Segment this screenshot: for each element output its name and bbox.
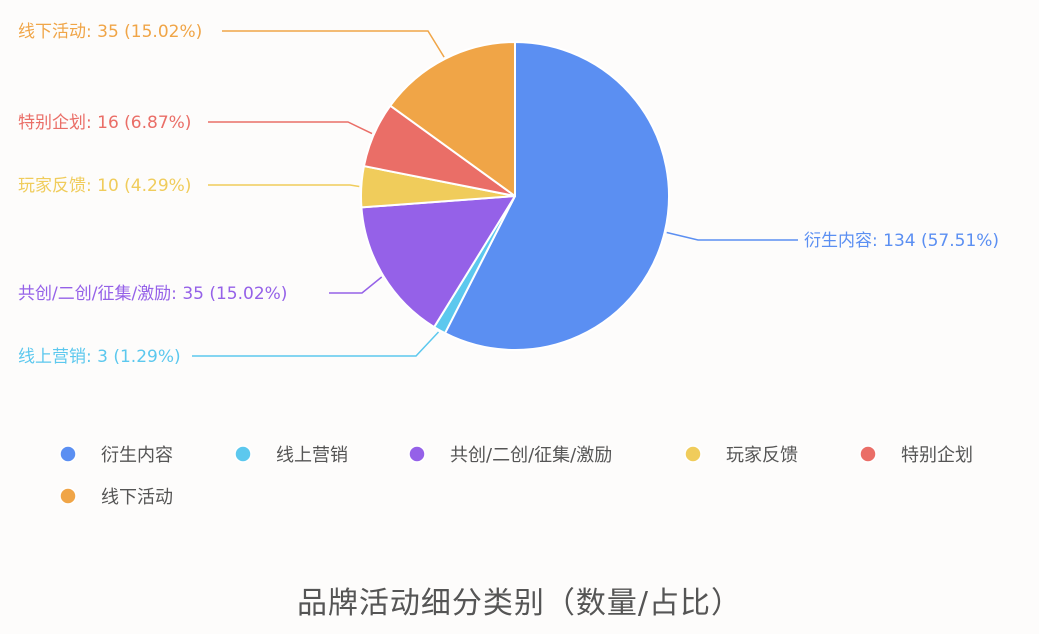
pie-slice-0[interactable] — [443, 41, 670, 351]
pie-slices — [360, 41, 670, 351]
leader-line-2 — [329, 276, 383, 294]
legend-marker-5 — [59, 487, 77, 505]
legend-marker-2 — [408, 445, 426, 463]
slice-label-1: 线上营销: 3 (1.29%) — [18, 347, 181, 367]
leader-line-1 — [192, 331, 440, 357]
slice-label-2: 共创/二创/征集/激励: 35 (15.02%) — [18, 284, 287, 304]
legend-marker-0 — [59, 445, 77, 463]
legend-label-3: 玩家反馈 — [726, 445, 798, 466]
legend-label-0: 衍生内容 — [101, 445, 173, 466]
legend-item-0[interactable]: 衍生内容 — [59, 445, 173, 466]
legend-item-2[interactable]: 共创/二创/征集/激励 — [408, 445, 612, 466]
slice-label-3: 玩家反馈: 10 (4.29%) — [18, 176, 191, 196]
chart-title: 品牌活动细分类别（数量/占比） — [296, 586, 743, 621]
legend-label-4: 特别企划 — [901, 445, 973, 466]
legend-marker-1 — [234, 445, 252, 463]
leader-line-0 — [666, 231, 798, 241]
slice-label-4: 特别企划: 16 (6.87%) — [18, 113, 191, 133]
leader-line-4 — [208, 121, 373, 135]
legend-item-5[interactable]: 线下活动 — [59, 487, 173, 508]
pie-slice-2[interactable] — [360, 195, 516, 329]
slice-labels: 衍生内容: 134 (57.51%) 线上营销: 3 (1.29%) 共创/二创/征… — [18, 22, 999, 367]
pie-slice-5[interactable] — [389, 41, 516, 197]
slice-label-0: 衍生内容: 134 (57.51%) — [804, 231, 999, 251]
legend-label-1: 线上营销 — [276, 445, 348, 466]
legend-marker-4 — [859, 445, 877, 463]
legend-marker-3 — [684, 445, 702, 463]
slice-label-5: 线下活动: 35 (15.02%) — [18, 22, 202, 42]
legend-label-2: 共创/二创/征集/激励 — [450, 445, 612, 466]
legend-item-1[interactable]: 线上营销 — [234, 445, 348, 466]
legend-label-5: 线下活动 — [101, 487, 173, 508]
legend-item-4[interactable]: 特别企划 — [859, 445, 973, 466]
leader-line-3 — [208, 184, 360, 188]
legend-item-3[interactable]: 玩家反馈 — [684, 445, 798, 466]
leader-line-5 — [222, 30, 445, 58]
